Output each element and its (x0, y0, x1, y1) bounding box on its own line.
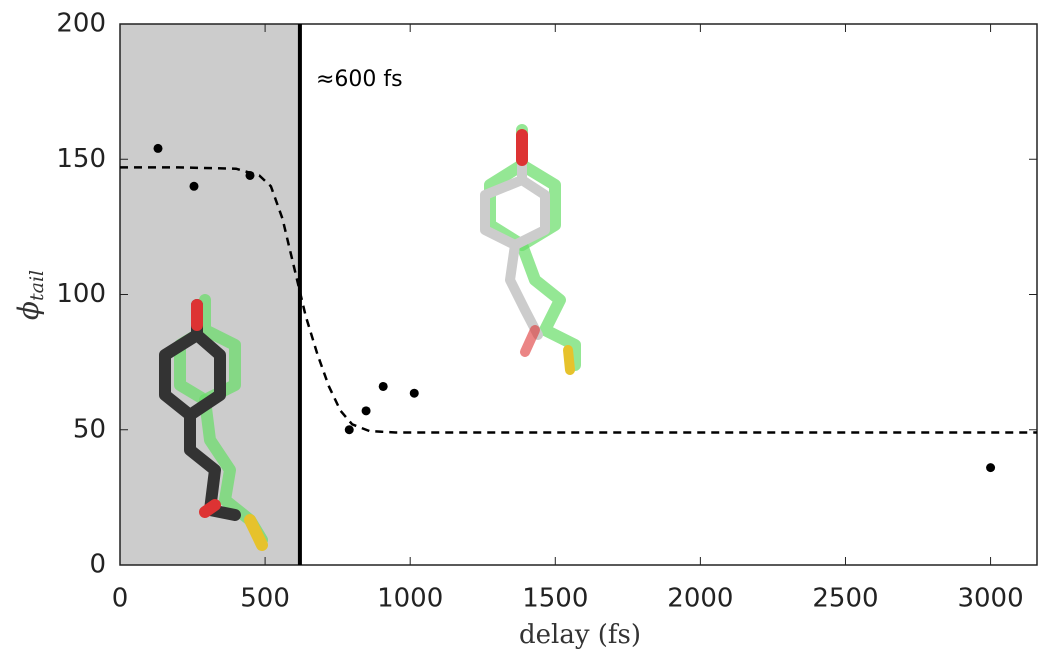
data-point (378, 381, 388, 391)
data-point (153, 143, 163, 153)
y-label-subscript: tail (26, 270, 48, 301)
x-axis-label: delay (fs) (519, 620, 641, 650)
y-tick-label: 200 (56, 9, 106, 39)
x-tick-label: 2000 (667, 584, 733, 614)
y-tick-label: 0 (89, 550, 106, 580)
molecule-right (480, 124, 581, 375)
y-tick-label: 100 (56, 279, 106, 309)
x-tick-label: 0 (112, 584, 129, 614)
y-tick-label: 150 (56, 144, 106, 174)
x-tick-label: 2500 (812, 584, 878, 614)
y-label-symbol: ϕ (12, 301, 45, 320)
molecule-left (159, 294, 268, 551)
fit-line (120, 166, 1037, 434)
x-tick-label: 1500 (522, 584, 588, 614)
y-tick-label: 50 (73, 414, 106, 444)
data-point (189, 181, 199, 191)
y-axis-label: ϕtail (12, 270, 49, 320)
data-point (344, 425, 354, 435)
annotation: ≈600 fs (316, 67, 403, 92)
data-point (409, 388, 419, 398)
x-tick-label: 500 (240, 584, 290, 614)
x-tick-label: 3000 (957, 584, 1023, 614)
data-point (361, 406, 371, 416)
data-point (986, 463, 996, 473)
x-tick-label: 1000 (377, 584, 443, 614)
